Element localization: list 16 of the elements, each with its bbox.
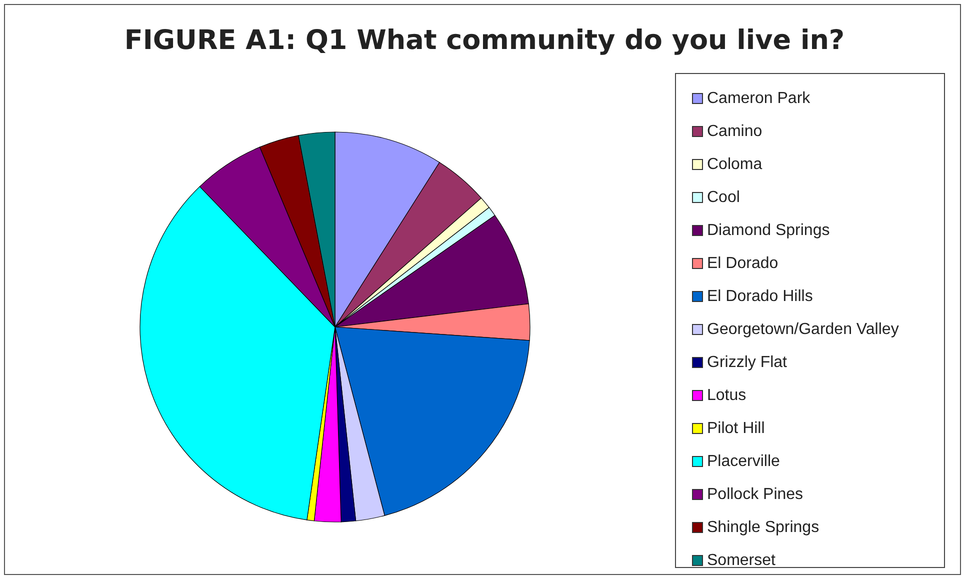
legend-label: Georgetown/Garden Valley (707, 320, 899, 338)
legend-label: Grizzly Flat (707, 354, 787, 372)
legend-label: Lotus (707, 386, 746, 404)
legend-label: El Dorado Hills (707, 288, 813, 306)
legend-label: Cool (707, 188, 740, 206)
legend-label: Cameron Park (707, 90, 810, 108)
legend-label: Pollock Pines (707, 486, 804, 504)
legend-label: Camino (707, 122, 762, 140)
legend-label: Diamond Springs (707, 222, 830, 240)
legend-label: Shingle Springs (707, 518, 820, 536)
legend-label: Placerville (707, 452, 780, 470)
legend-label: El Dorado (707, 254, 778, 272)
legend-label: Somerset (707, 552, 776, 570)
legend-label: Coloma (707, 156, 762, 174)
chart-title: FIGURE A1: Q1 What community do you live in? (123, 25, 846, 56)
legend-label: Pilot Hill (707, 420, 765, 438)
